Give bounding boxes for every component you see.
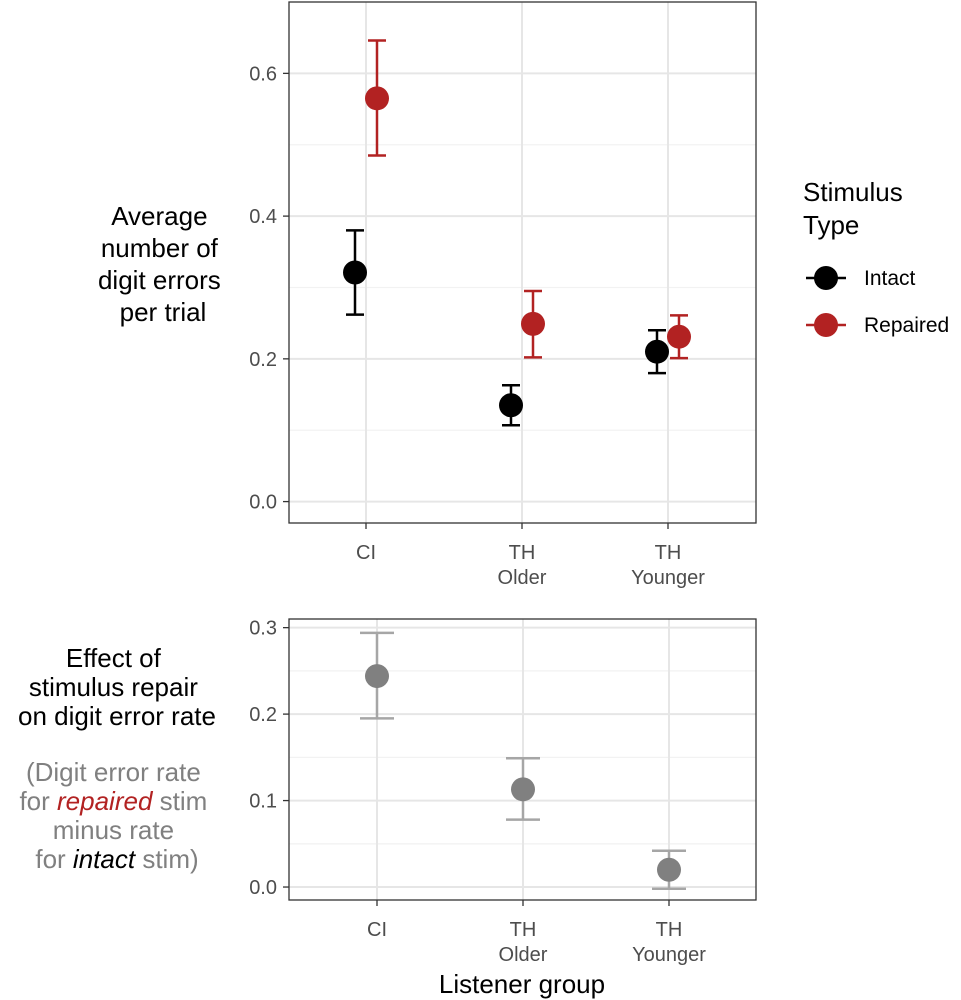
y-tick-label: 0.2 — [249, 704, 277, 726]
point-difference-th-older — [511, 777, 535, 802]
bottom-chart: 0.0 0.1 0.2 0.3 CI TH Older TH Younger Effect o… — [18, 618, 757, 999]
y-tick-label: 0.2 — [249, 349, 277, 371]
y-tick-label: 0.0 — [249, 492, 277, 514]
legend: Stimulus Type Intact Repaired — [803, 177, 949, 337]
bottom-x-axis: CI TH Older TH Younger — [367, 900, 706, 966]
bottom-points — [365, 664, 681, 882]
point-repaired-th-older — [521, 311, 545, 336]
point-difference-th-younger — [657, 857, 681, 882]
legend-item-intact: Intact — [806, 266, 916, 290]
legend-title: Stimulus Type — [803, 177, 910, 240]
point-intact-ci — [343, 260, 367, 285]
legend-item-repaired: Repaired — [806, 313, 949, 337]
x-tick-label-ci: CI — [356, 542, 376, 564]
point-intact-th-older — [499, 393, 523, 418]
y-tick-label: 0.4 — [249, 206, 277, 228]
x-tick-label-ci: CI — [367, 919, 387, 941]
legend-key-point-intact — [814, 266, 838, 290]
x-tick-label-th-older: TH Older — [498, 542, 547, 589]
annotation-line-2: for repaired stim — [19, 786, 207, 816]
point-intact-th-younger — [645, 339, 669, 364]
legend-label-repaired: Repaired — [864, 314, 949, 337]
y-tick-label: 0.6 — [249, 63, 277, 85]
top-grid — [289, 2, 756, 523]
point-repaired-ci — [365, 86, 389, 111]
annotation-line-1: (Digit error rate — [26, 757, 201, 787]
difference-annotation: (Digit error rate for repaired stim minu… — [19, 757, 214, 874]
annotation-intact-word: intact — [73, 844, 137, 874]
top-points — [343, 86, 691, 418]
annotation-line-3: minus rate — [53, 815, 174, 845]
y-tick-label: 0.1 — [249, 791, 277, 813]
annotation-line-4: for intact stim) — [35, 844, 198, 874]
top-y-axis-title: Average number of digit errors per trial — [98, 201, 228, 327]
legend-label-intact: Intact — [864, 267, 916, 290]
annotation-repaired-word: repaired — [57, 786, 154, 816]
y-tick-label: 0.3 — [249, 618, 277, 640]
top-x-axis: CI TH Older TH Younger — [356, 523, 705, 589]
legend-key-point-repaired — [814, 313, 838, 337]
top-chart: 0.0 0.2 0.4 0.6 CI TH Older TH Younger Average … — [98, 1, 949, 589]
top-y-axis: 0.0 0.2 0.4 0.6 — [249, 63, 289, 514]
x-tick-label-th-younger: TH Younger — [632, 919, 706, 966]
bottom-y-axis-title: Effect of stimulus repair on digit error… — [18, 643, 216, 731]
point-difference-ci — [365, 664, 389, 689]
x-tick-label-th-younger: TH Younger — [631, 542, 705, 589]
y-tick-label: 0.0 — [249, 877, 277, 899]
bottom-y-axis: 0.0 0.1 0.2 0.3 — [249, 618, 289, 899]
point-repaired-th-younger — [667, 324, 691, 349]
x-axis-title: Listener group — [439, 969, 605, 999]
x-tick-label-th-older: TH Older — [499, 919, 548, 966]
